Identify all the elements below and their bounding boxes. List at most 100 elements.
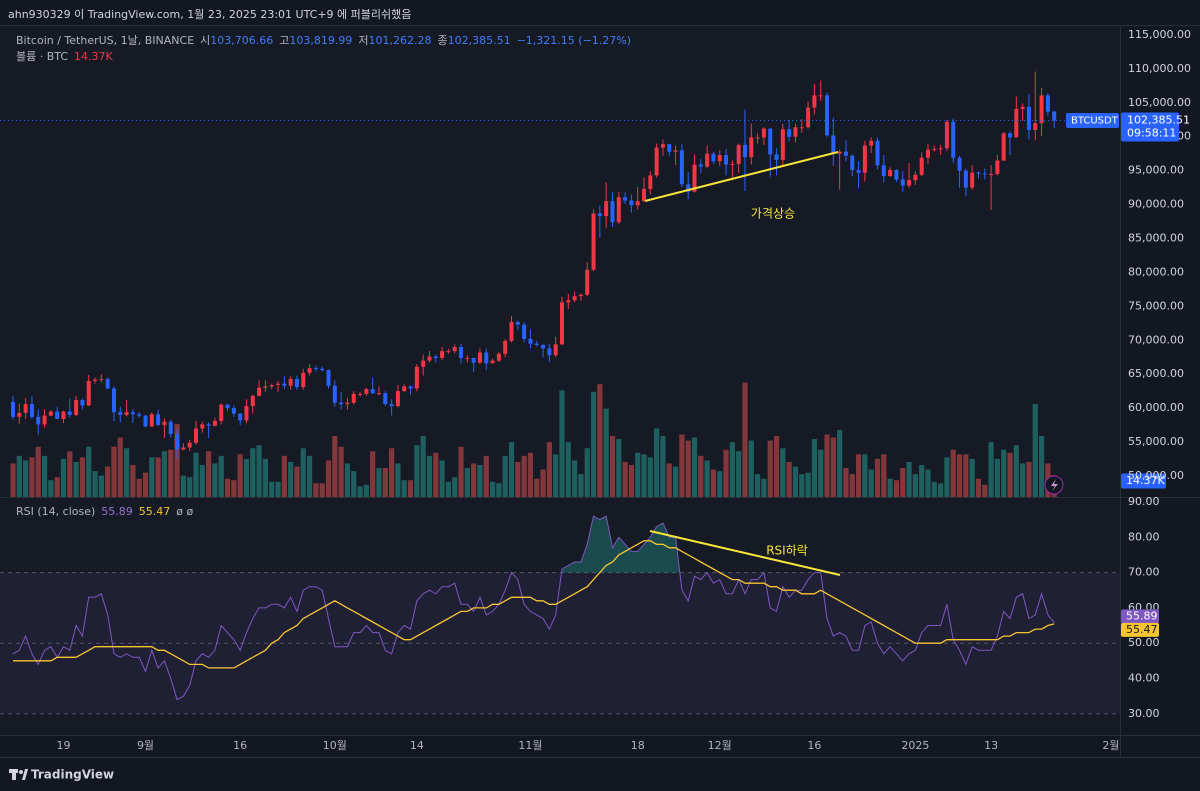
- y-tick-label: 90,000.00: [1128, 198, 1184, 211]
- candle-body: [900, 179, 905, 186]
- volume-bar: [635, 452, 641, 497]
- volume-bar: [357, 486, 363, 497]
- candle-body: [99, 378, 104, 380]
- x-tick-label: 13: [984, 739, 998, 752]
- plot-bg: [0, 25, 1120, 735]
- candle-body: [212, 421, 217, 426]
- volume-bar: [10, 463, 16, 497]
- candle-body: [459, 347, 464, 358]
- volume-bar: [161, 451, 168, 497]
- volume-bar: [344, 463, 351, 497]
- candle-body: [673, 150, 678, 152]
- candle-body: [509, 321, 514, 341]
- candle-body: [421, 360, 426, 367]
- volume-bar: [332, 436, 338, 497]
- volume-bar: [830, 437, 836, 497]
- volume-bar: [471, 463, 477, 497]
- candle-body: [339, 402, 344, 405]
- y-tick-label: 110,000.00: [1128, 62, 1191, 75]
- volume-bar: [48, 480, 54, 497]
- rsi-tag-bg: [1121, 609, 1159, 624]
- volume-bar: [786, 461, 792, 497]
- volume-bar: [616, 439, 622, 497]
- y-tick-label: 60,000.00: [1128, 401, 1184, 414]
- candle-body: [332, 385, 337, 403]
- candle-body: [250, 395, 255, 407]
- candle-body: [629, 200, 634, 206]
- candle-body: [705, 153, 710, 167]
- candle-body: [149, 414, 154, 427]
- plot-layer: 14.37K50,000.0055,000.0060,000.0065,000.…: [0, 28, 1191, 752]
- volume-bar: [382, 468, 388, 497]
- y-tick-label: 50,000.00: [1128, 469, 1184, 482]
- volume-bar: [325, 460, 332, 497]
- candle-body: [1039, 95, 1044, 124]
- volume-bar: [969, 458, 975, 497]
- candle-body: [446, 351, 451, 353]
- ohlc-value: 102,385.51: [447, 34, 511, 47]
- candle-body: [717, 155, 722, 162]
- volume-bar: [439, 460, 445, 497]
- volume-bar: [206, 451, 212, 497]
- volume-bar: [887, 478, 893, 497]
- volume-bar: [187, 477, 193, 497]
- volume-bar: [811, 439, 817, 497]
- candle-body: [515, 321, 520, 325]
- candle-body: [74, 399, 79, 415]
- x-tick-label: 2월: [1102, 739, 1119, 752]
- ohlc-label: 저: [358, 34, 369, 47]
- volume-bar: [1026, 461, 1032, 497]
- volume-bar: [117, 437, 123, 497]
- candle-body: [559, 302, 564, 345]
- candle-body: [383, 393, 388, 405]
- volume-bar: [584, 448, 590, 497]
- candle-body: [528, 338, 533, 344]
- candle-body: [465, 357, 470, 359]
- volume-bar: [515, 461, 521, 497]
- y-tick-label: 90.00: [1128, 495, 1160, 508]
- volume-bar: [647, 457, 653, 497]
- volume-bar: [559, 390, 565, 497]
- volume-bar: [780, 448, 786, 497]
- volume-bar: [1001, 449, 1007, 497]
- x-tick-label: 16: [233, 739, 247, 752]
- y-tick-label: 55,000.00: [1128, 435, 1184, 448]
- candle-body: [604, 201, 609, 217]
- rsi-ma-line: [13, 540, 1055, 669]
- volume-bar: [250, 448, 256, 497]
- y-tick-label: 65,000.00: [1128, 367, 1184, 380]
- ohlc-label: 종: [437, 34, 448, 47]
- candle-body: [111, 388, 116, 413]
- candle-body: [932, 148, 937, 150]
- candle-body: [597, 213, 602, 217]
- volume-bar: [704, 460, 710, 497]
- volume-bar: [590, 391, 597, 497]
- logo: [9, 769, 28, 780]
- volume-bar: [919, 464, 925, 497]
- trend-line: [644, 151, 839, 202]
- volume-bar: [534, 478, 540, 497]
- candle-body: [907, 180, 912, 186]
- candle-body: [642, 188, 647, 202]
- candle-body: [995, 160, 1000, 175]
- y-tick-label: 70,000.00: [1128, 333, 1184, 346]
- candle-body: [219, 404, 224, 422]
- candle-body: [825, 95, 830, 136]
- volume-bar: [433, 452, 439, 497]
- volume-bar: [729, 442, 735, 497]
- candle-body: [610, 201, 615, 223]
- candle-body: [989, 174, 994, 176]
- volume-bar: [868, 469, 874, 497]
- volume-bar: [237, 454, 243, 497]
- x-tick-label: 9월: [137, 739, 154, 752]
- candle-body: [433, 356, 438, 358]
- candle-body: [193, 428, 198, 443]
- candle-body: [1052, 111, 1057, 121]
- volume-bar: [496, 483, 502, 497]
- ohlc-label: 고: [279, 34, 290, 47]
- volume-bar: [111, 446, 117, 497]
- volume-bar: [98, 475, 104, 497]
- volume-bar: [389, 448, 395, 497]
- volume-bar: [445, 481, 452, 497]
- volume-bar: [168, 449, 174, 497]
